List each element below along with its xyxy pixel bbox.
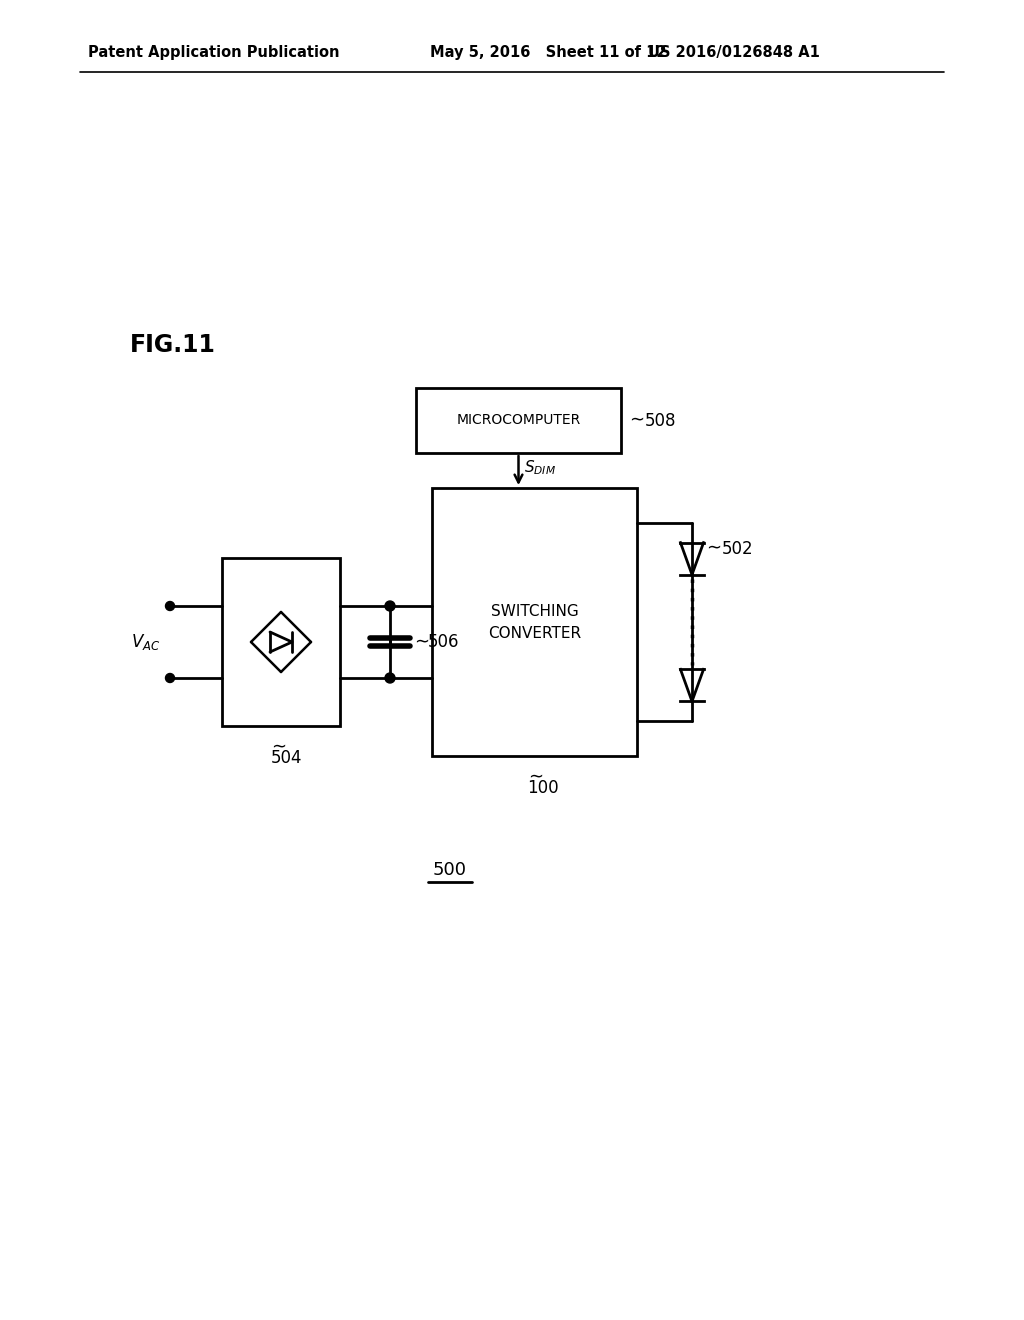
Text: CONVERTER: CONVERTER	[488, 627, 581, 642]
Text: 504: 504	[270, 748, 302, 767]
Text: $V_{AC}$: $V_{AC}$	[131, 632, 160, 652]
FancyBboxPatch shape	[222, 558, 340, 726]
FancyBboxPatch shape	[416, 388, 621, 453]
Circle shape	[385, 673, 395, 682]
FancyBboxPatch shape	[432, 488, 637, 756]
Circle shape	[385, 601, 395, 611]
Text: ∼: ∼	[706, 540, 721, 557]
Text: $S_{DIM}$: $S_{DIM}$	[523, 458, 555, 478]
Circle shape	[166, 602, 174, 610]
Text: 508: 508	[645, 412, 677, 429]
Text: ∼: ∼	[414, 634, 429, 651]
Text: Patent Application Publication: Patent Application Publication	[88, 45, 340, 59]
Text: 502: 502	[722, 540, 754, 557]
Text: MICROCOMPUTER: MICROCOMPUTER	[457, 413, 581, 428]
Text: 100: 100	[526, 779, 558, 797]
Text: FIG.11: FIG.11	[130, 333, 216, 356]
Text: 500: 500	[433, 861, 467, 879]
Text: SWITCHING: SWITCHING	[490, 605, 579, 619]
Text: 506: 506	[428, 634, 460, 651]
Text: US 2016/0126848 A1: US 2016/0126848 A1	[648, 45, 820, 59]
Text: ∼: ∼	[271, 738, 286, 756]
Circle shape	[166, 673, 174, 682]
Text: ∼: ∼	[629, 412, 644, 429]
Text: May 5, 2016   Sheet 11 of 12: May 5, 2016 Sheet 11 of 12	[430, 45, 667, 59]
Text: ∼: ∼	[528, 768, 544, 785]
